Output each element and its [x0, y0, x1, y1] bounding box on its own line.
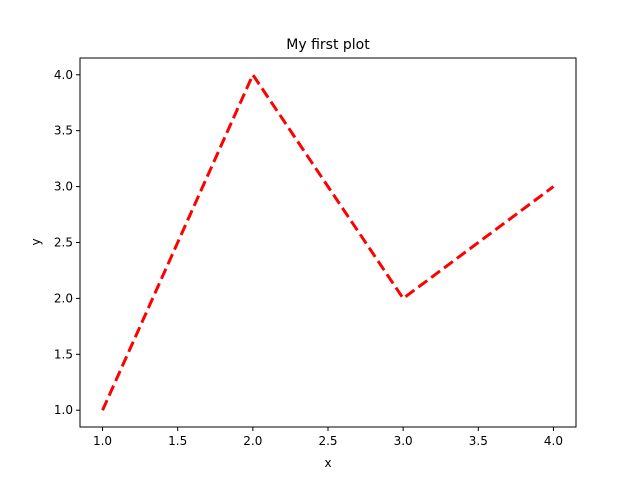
y-tick-label: 3.5	[54, 124, 73, 138]
y-tick-label: 2.5	[54, 236, 73, 250]
x-tick-label: 1.5	[168, 434, 187, 448]
x-tick-label: 2.0	[243, 434, 262, 448]
x-tick-label: 1.0	[93, 434, 112, 448]
y-tick-label: 1.5	[54, 347, 73, 361]
chart-title: My first plot	[286, 37, 370, 53]
y-tick-label: 1.0	[54, 403, 73, 417]
plot-area-frame	[79, 57, 577, 428]
x-axis-ticks: 1.0 1.5 2.0 2.5 3.0 3.5 4.0	[93, 427, 563, 448]
y-axis-label: y	[29, 238, 43, 245]
x-tick-label: 3.0	[394, 434, 413, 448]
x-tick-label: 3.5	[469, 434, 488, 448]
series-layer	[101, 71, 555, 411]
y-tick-label: 4.0	[54, 68, 73, 82]
x-axis-label: x	[324, 456, 331, 470]
x-tick-label: 4.0	[544, 434, 563, 448]
series-line	[101, 71, 555, 411]
x-tick-label: 2.5	[318, 434, 337, 448]
y-axis-ticks: 1.0 1.5 2.0 2.5 3.0 3.5 4.0	[54, 68, 80, 417]
y-tick-label: 2.0	[54, 291, 73, 305]
y-tick-label: 3.0	[54, 180, 73, 194]
